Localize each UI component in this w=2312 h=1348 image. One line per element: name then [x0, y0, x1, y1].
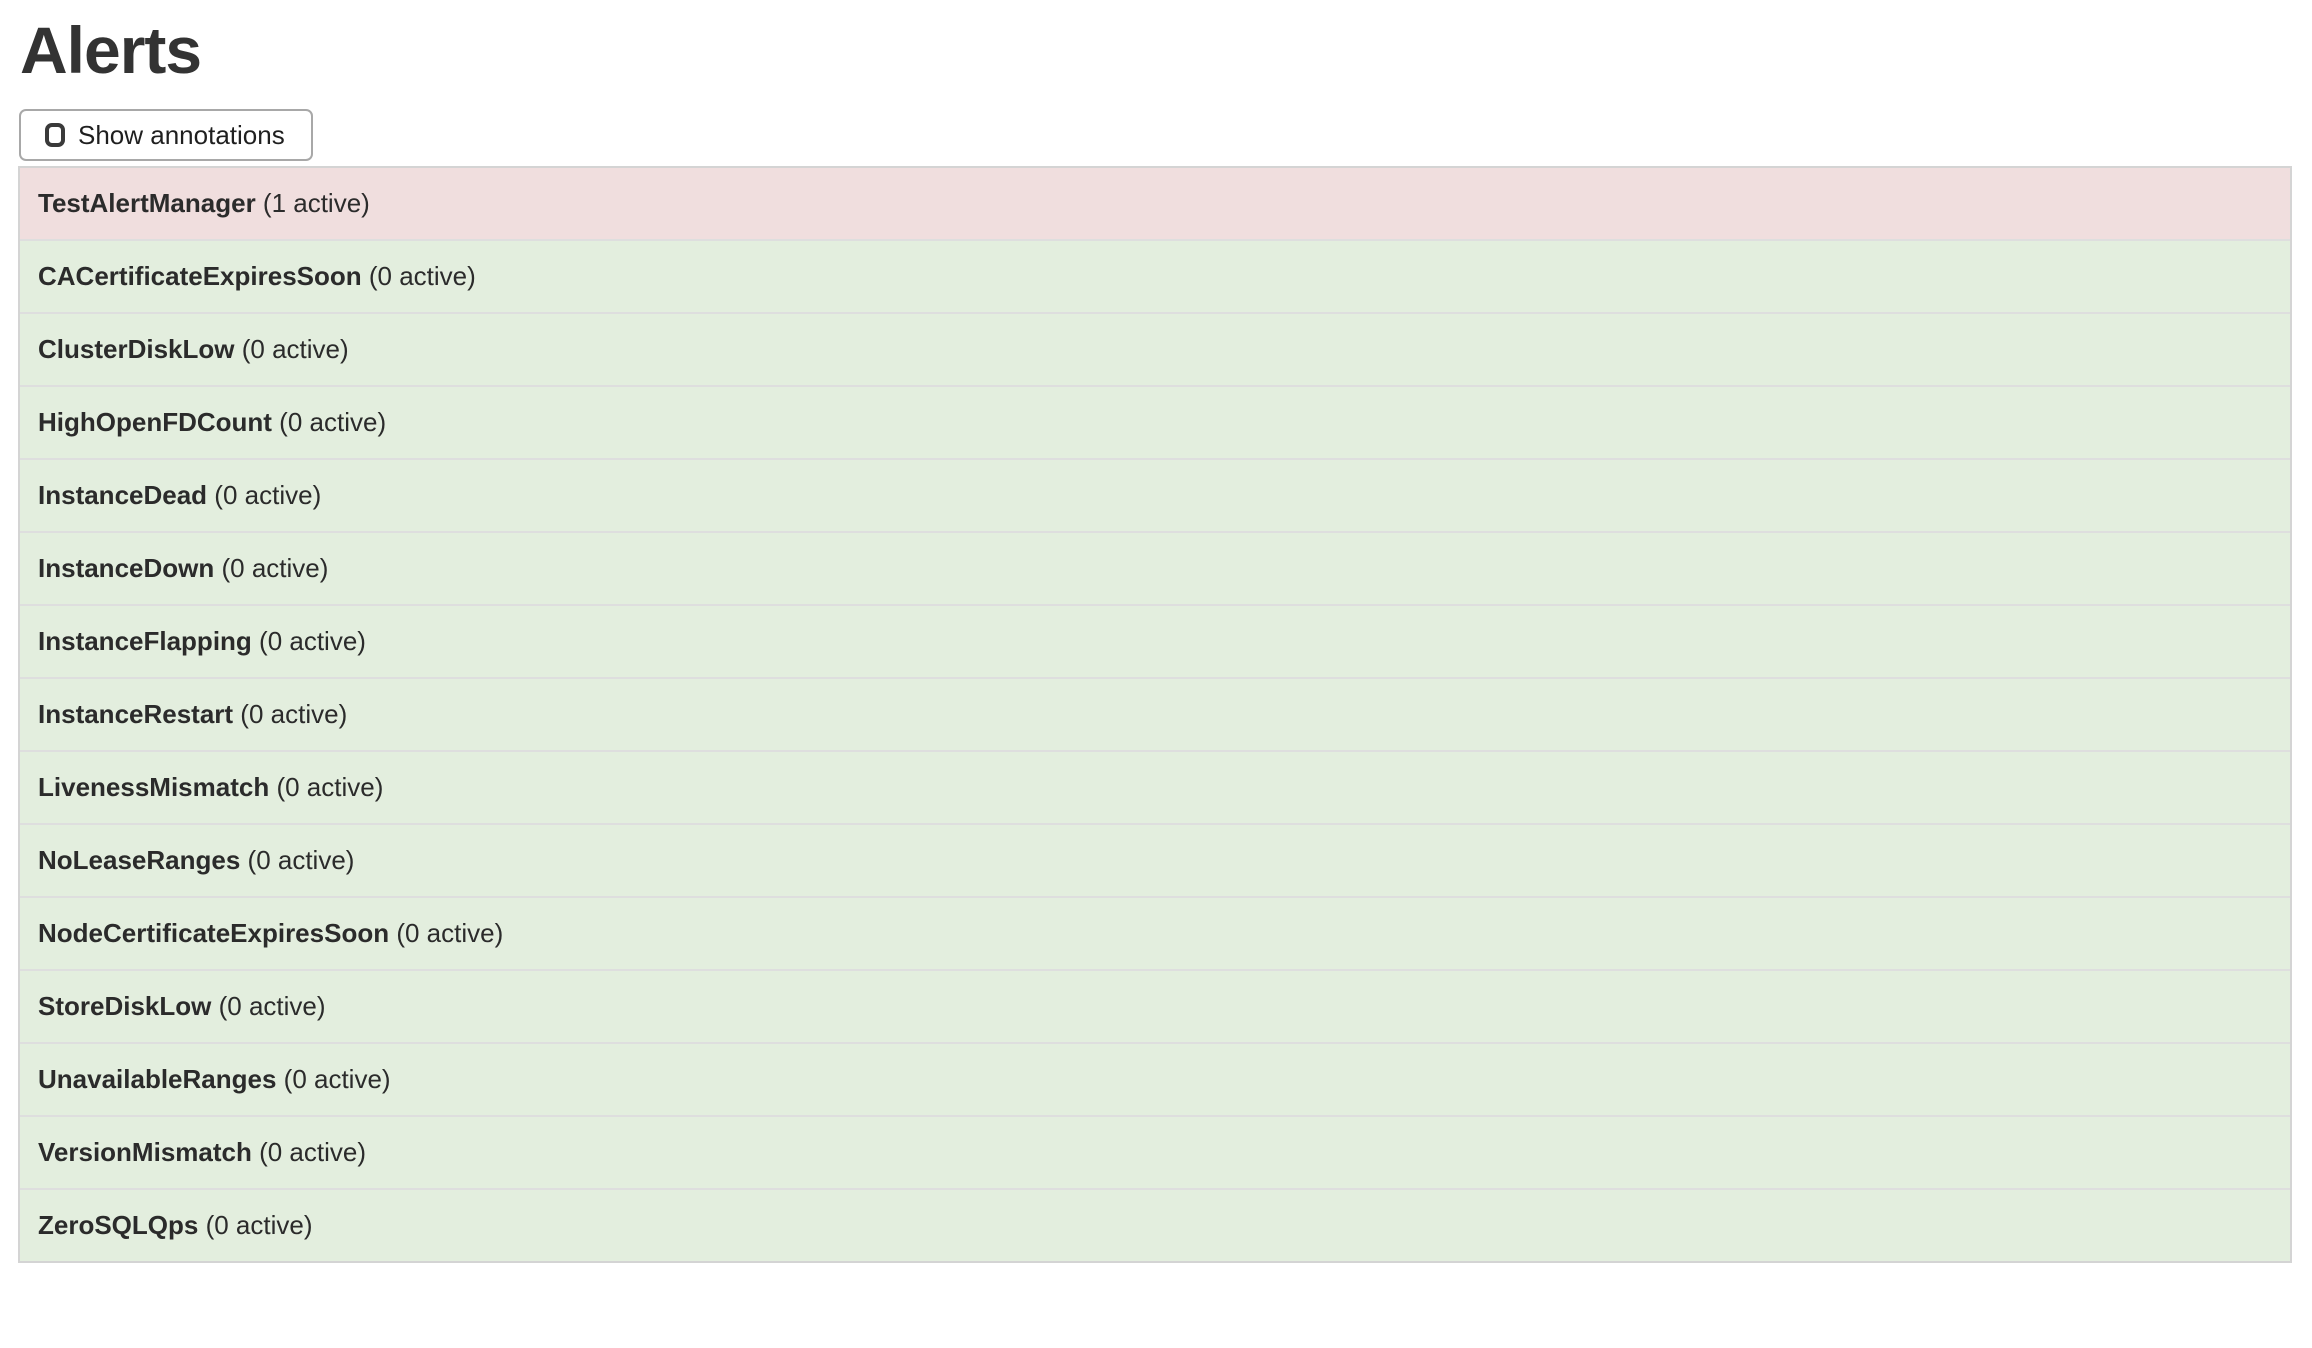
alert-active-count: (0 active) — [389, 918, 504, 949]
alert-row[interactable]: HighOpenFDCount (0 active) — [20, 387, 2290, 461]
alert-active-count: (0 active) — [240, 845, 355, 876]
alert-row[interactable]: ClusterDiskLow (0 active) — [20, 314, 2290, 388]
alert-active-count: (0 active) — [251, 626, 366, 657]
alert-name: VersionMismatch — [38, 1137, 252, 1168]
alert-active-count: (0 active) — [233, 699, 348, 730]
alert-name: HighOpenFDCount — [38, 407, 272, 438]
alert-row[interactable]: InstanceDead (0 active) — [20, 460, 2290, 534]
alerts-page: Alerts Show annotations TestAlertManager… — [0, 13, 2312, 1264]
alert-active-count: (0 active) — [234, 334, 349, 365]
alert-name: InstanceRestart — [38, 699, 234, 730]
alert-row[interactable]: VersionMismatch (0 active) — [20, 1117, 2290, 1191]
alert-row[interactable]: UnavailableRanges (0 active) — [20, 1044, 2290, 1118]
show-annotations-button[interactable]: Show annotations — [19, 109, 313, 162]
alert-row[interactable]: NodeCertificateExpiresSoon (0 active) — [20, 898, 2290, 972]
checkbox-icon[interactable] — [45, 123, 65, 148]
alert-row[interactable]: InstanceRestart (0 active) — [20, 679, 2290, 753]
alert-active-count: (0 active) — [276, 1064, 391, 1095]
alert-name: UnavailableRanges — [38, 1064, 277, 1095]
alert-active-count: (0 active) — [361, 261, 476, 292]
alert-active-count: (0 active) — [271, 407, 387, 438]
alert-name: NodeCertificateExpiresSoon — [38, 918, 390, 949]
alert-name: LivenessMismatch — [38, 772, 270, 803]
alert-row[interactable]: StoreDiskLow (0 active) — [20, 971, 2290, 1045]
alert-row[interactable]: LivenessMismatch (0 active) — [20, 752, 2290, 826]
show-annotations-label: Show annotations — [78, 119, 285, 150]
page-title: Alerts — [20, 13, 202, 87]
alert-row[interactable]: InstanceDown (0 active) — [20, 533, 2290, 607]
alert-active-count: (0 active) — [269, 772, 384, 803]
alert-active-count: (0 active) — [198, 1210, 313, 1241]
alert-name: StoreDiskLow — [38, 991, 212, 1022]
alert-row[interactable]: ZeroSQLQps (0 active) — [20, 1190, 2290, 1262]
alert-row[interactable]: NoLeaseRanges (0 active) — [20, 825, 2290, 899]
alerts-list: TestAlertManager (1 active) CACertificat… — [18, 166, 2292, 1264]
alert-name: ClusterDiskLow — [38, 334, 235, 365]
alert-active-count: (0 active) — [207, 480, 322, 511]
alert-name: InstanceFlapping — [38, 626, 252, 657]
alert-active-count: (1 active) — [255, 188, 370, 219]
alert-row[interactable]: InstanceFlapping (0 active) — [20, 606, 2290, 680]
alert-name: InstanceDown — [38, 553, 215, 584]
alert-row[interactable]: CACertificateExpiresSoon (0 active) — [20, 241, 2290, 315]
alert-name: ZeroSQLQps — [38, 1210, 199, 1241]
alert-active-count: (0 active) — [211, 991, 326, 1022]
alert-active-count: (0 active) — [251, 1137, 367, 1168]
alert-name: InstanceDead — [38, 480, 208, 511]
alert-row[interactable]: TestAlertManager (1 active) — [20, 168, 2290, 242]
alert-name: CACertificateExpiresSoon — [38, 261, 362, 292]
alert-name: TestAlertManager — [38, 188, 256, 219]
alert-name: NoLeaseRanges — [38, 845, 241, 876]
alert-active-count: (0 active) — [214, 553, 329, 584]
